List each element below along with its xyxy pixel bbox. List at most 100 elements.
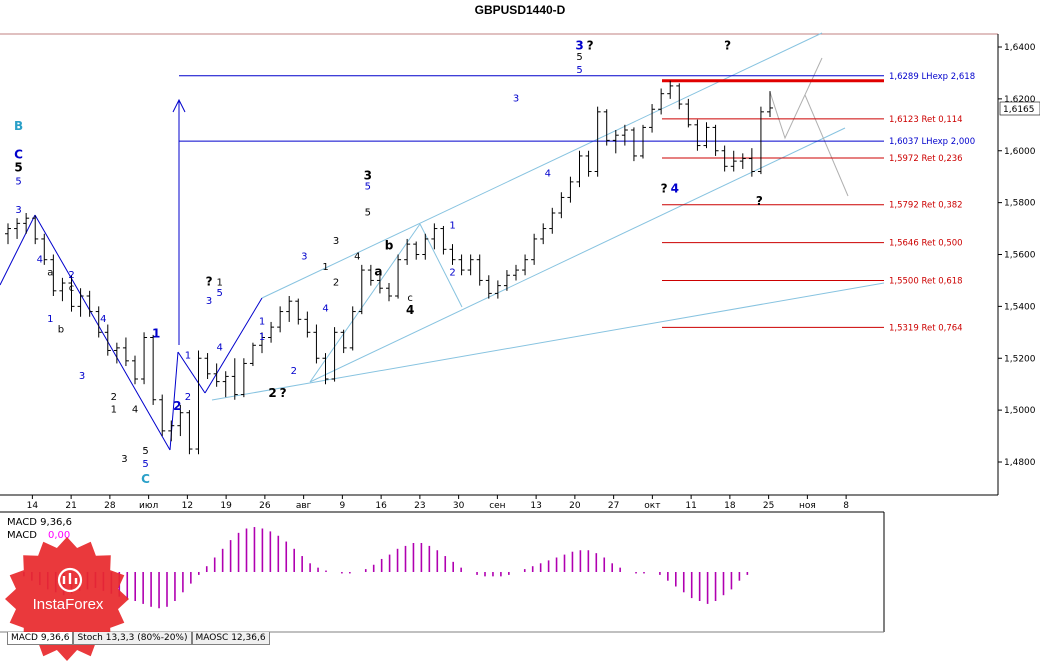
ohlc-bar [277,306,284,333]
wave-label: c [69,283,75,294]
ohlc-bar [531,233,538,265]
x-tick-label: 21 [65,501,76,511]
ohlc-bar [395,254,402,299]
ohlc-bar [549,207,556,234]
ohlc-bar [467,254,474,276]
ohlc-bar [767,91,773,118]
ohlc-bar [286,296,293,322]
x-tick-label: 8 [843,501,849,511]
wave-label: 3 [513,93,519,104]
x-tick-label: 19 [220,501,232,511]
x-tick-label: 18 [724,501,736,511]
wave-label: 4 [406,303,414,317]
fib-level-label: 1,6123 Ret 0,114 [889,115,963,125]
wave-label: 5 [142,459,148,470]
x-tick-label: 26 [259,501,271,511]
wave-label: 4 [322,304,328,315]
forecast-path [769,57,849,197]
y-tick-label: 1,5800 [1004,199,1036,209]
ohlc-bar [513,264,519,281]
wave-label: 3 [121,454,127,465]
ohlc-bar [141,332,148,385]
ohlc-bar [694,119,701,151]
ohlc-bar [249,342,256,367]
tab-stoch[interactable]: Stoch 13,3,3 (80%-20%) [73,632,192,645]
x-tick-label: 28 [104,501,116,511]
ohlc-bar [68,275,75,312]
tab-maosc[interactable]: MAOSC 12,36,6 [191,632,270,645]
x-tick-label: 20 [569,501,581,511]
ohlc-bar [404,238,411,265]
ohlc-bar [739,153,746,169]
wave-label: b [58,324,64,335]
current-price-marker: 1,6165 [999,101,1040,116]
wave-label: 4 [354,252,360,263]
ohlc-bar [757,106,764,175]
wave-label: 4 [37,254,43,265]
ohlc-bar [440,225,447,255]
wave-label: ? [280,386,287,400]
wave-label: 3 [301,252,307,263]
wave-label: 4 [132,405,138,416]
wave-label: 3 [79,371,85,382]
ohlc-bar [132,355,138,385]
trend-channels [0,32,885,451]
ohlc-bar [59,277,66,302]
ohlc-bar [422,233,429,260]
wave-label: 1 [259,332,265,343]
wave-label: 5 [576,52,582,63]
wave-label: B [14,119,23,133]
ohlc-bar [331,327,338,382]
wave-label: 5 [365,208,371,219]
x-tick-label: 27 [608,501,619,511]
macd-title: MACD 9,36,6 [7,517,72,528]
ohlc-bar [186,410,193,455]
wave-label: c [407,293,413,304]
ohlc-bar [612,130,619,154]
wave-label: 4 [100,314,106,325]
y-tick-label: 1,5200 [1004,354,1036,364]
ohlc-bar [14,218,21,239]
ohlc-bar [195,350,202,455]
macd-label: MACD [7,530,37,541]
ohlc-bar [213,363,220,387]
y-tick-label: 1,6200 [1004,95,1036,105]
ohlc-bar [168,420,175,442]
wave-label: 1 [47,314,53,325]
ohlc-bar [122,337,129,367]
wave-label: ? [756,194,763,208]
ohlc-bar [685,98,692,128]
ohlc-bar [95,306,102,338]
ohlc-bar [576,150,583,188]
ohlc-bar [730,150,737,172]
ohlc-bar [231,358,238,400]
ohlc-bar [268,321,275,343]
wave-label: ? [661,181,668,195]
y-tick-label: 1,5000 [1004,406,1036,416]
wave-label: 5 [365,182,371,193]
wave-label: 3 [333,236,339,247]
fib-level-label: 1,5792 Ret 0,382 [889,201,963,211]
ohlc-bar [349,306,356,351]
wave-label: 3 [206,296,212,307]
wave-label: b [385,238,394,252]
ohlc-bar [259,332,265,354]
ohlc-bar [86,290,93,317]
fib-level-label: 1,5972 Ret 0,236 [889,154,963,164]
x-tick-label: 12 [182,501,193,511]
ohlc-bar [322,353,329,385]
ohlc-bar [603,109,610,146]
ohlc-bar [5,223,11,245]
wave-label: 1 [216,278,222,289]
indicator-tabs: MACD 9,36,6 Stoch 13,3,3 (80%-20%) MAOSC… [7,632,270,645]
tab-macd[interactable]: MACD 9,36,6 [7,632,74,645]
wave-label: C [141,472,150,486]
ohlc-bar [358,264,365,315]
fib-level-label: 1,6037 LHexp 2,000 [889,137,975,147]
wave-label: 5 [142,446,148,457]
ohlc-bar [449,244,456,265]
ohlc-bar [485,275,492,299]
ohlc-bar [667,80,674,99]
wave-label: 1 [111,405,117,416]
